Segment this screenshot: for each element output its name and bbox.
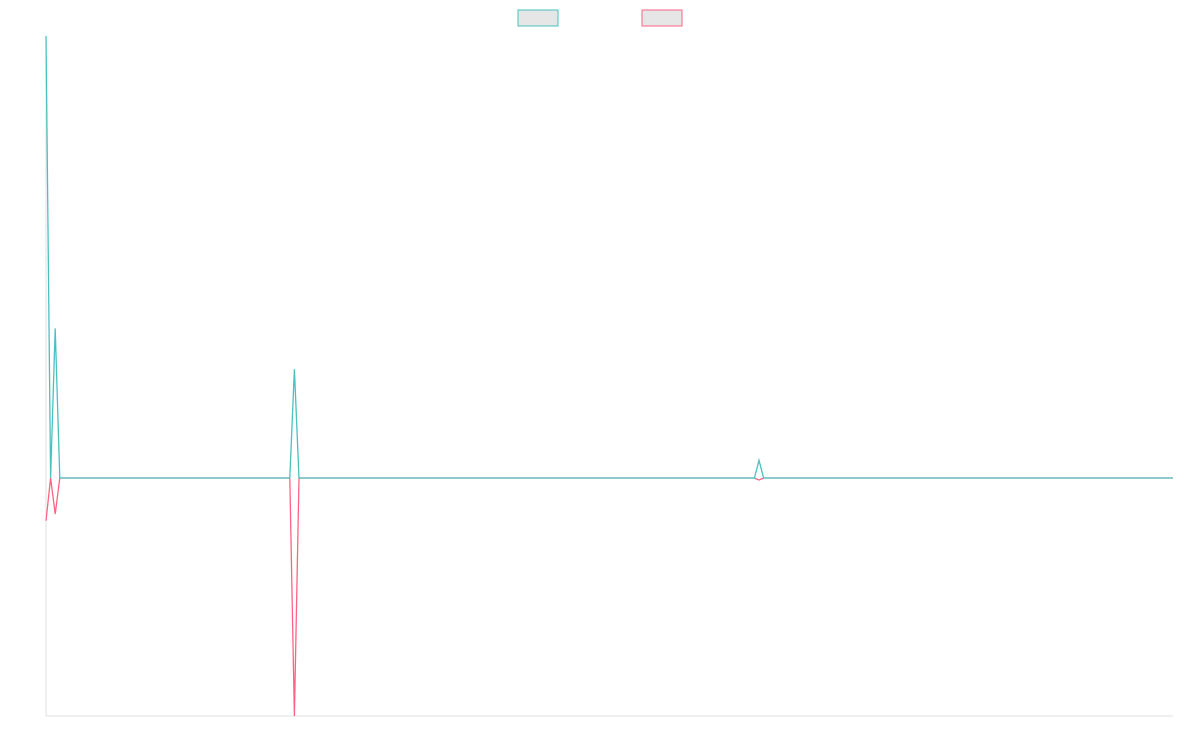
legend-swatch [517,9,559,27]
line-series [45,477,1173,717]
line-series [45,35,1173,479]
legend-swatch [641,9,683,27]
